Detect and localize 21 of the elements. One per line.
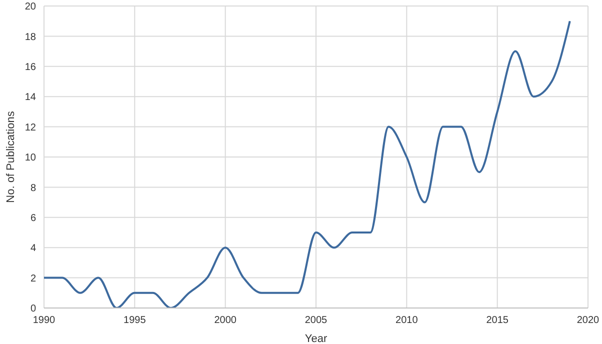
y-tick-label: 14 bbox=[24, 92, 36, 104]
x-tick-label: 2000 bbox=[214, 315, 237, 326]
y-tick-label: 4 bbox=[30, 243, 36, 254]
x-tick-label: 1990 bbox=[32, 315, 56, 326]
y-axis-title: No. of Publications bbox=[4, 110, 17, 203]
y-tick-label: 8 bbox=[30, 182, 36, 194]
y-tick-label: 18 bbox=[24, 32, 36, 43]
y-tick-label: 6 bbox=[30, 212, 36, 224]
x-tick-label: 2010 bbox=[396, 315, 418, 326]
x-tick-label: 2015 bbox=[486, 315, 509, 326]
line-series bbox=[44, 20, 571, 308]
x-tick-label: 2020 bbox=[576, 315, 600, 326]
x-tick-label: 2005 bbox=[304, 315, 328, 326]
y-tick-label: 20 bbox=[24, 2, 36, 13]
y-tick-label: 2 bbox=[30, 273, 36, 284]
y-tick-label: 16 bbox=[24, 62, 36, 73]
y-tick-label: 0 bbox=[30, 304, 36, 315]
y-tick-label: 12 bbox=[24, 122, 36, 134]
x-axis-title: Year bbox=[304, 333, 328, 344]
y-tick-label: 10 bbox=[24, 152, 36, 164]
x-tick-label: 1995 bbox=[124, 315, 146, 326]
